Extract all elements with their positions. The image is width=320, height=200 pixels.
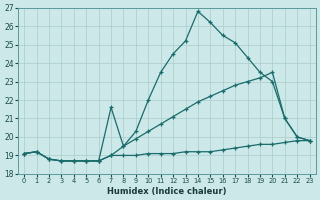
X-axis label: Humidex (Indice chaleur): Humidex (Indice chaleur): [107, 187, 227, 196]
